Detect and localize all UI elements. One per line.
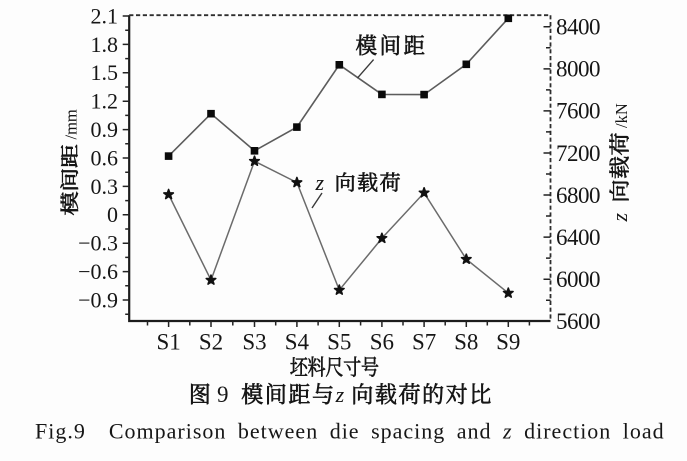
svg-text:7200: 7200 <box>556 141 600 166</box>
svg-text:9: 9 <box>217 382 229 407</box>
svg-text:6400: 6400 <box>556 225 600 250</box>
svg-text:/kN: /kN <box>612 103 631 128</box>
svg-text:/mm: /mm <box>62 109 81 139</box>
svg-text:S6: S6 <box>370 330 394 355</box>
svg-text:z: z <box>607 213 632 223</box>
svg-text:8000: 8000 <box>556 57 600 82</box>
svg-text:S3: S3 <box>242 330 266 355</box>
svg-text:7600: 7600 <box>556 99 600 124</box>
svg-text:−0.3: −0.3 <box>78 231 118 256</box>
svg-text:Fig.9 Comparison between die: Fig.9 Comparison between die spacing and… <box>35 419 665 444</box>
svg-text:0.3: 0.3 <box>91 174 119 199</box>
svg-text:S7: S7 <box>412 330 436 355</box>
svg-text:0.6: 0.6 <box>91 145 119 170</box>
svg-text:S1: S1 <box>156 330 180 355</box>
svg-text:−0.6: −0.6 <box>78 259 118 284</box>
svg-text:6000: 6000 <box>556 267 600 292</box>
svg-text:S2: S2 <box>199 330 223 355</box>
svg-text:2.1: 2.1 <box>91 3 119 28</box>
svg-text:S8: S8 <box>454 330 478 355</box>
svg-text:8400: 8400 <box>556 15 600 40</box>
svg-text:z: z <box>335 382 345 407</box>
svg-text:1.2: 1.2 <box>91 89 119 114</box>
svg-text:S4: S4 <box>285 330 310 355</box>
svg-text:1.8: 1.8 <box>91 32 119 57</box>
svg-text:0: 0 <box>107 202 118 227</box>
svg-text:S9: S9 <box>496 330 520 355</box>
svg-text:z: z <box>315 170 325 195</box>
svg-text:S5: S5 <box>327 330 351 355</box>
svg-text:1.5: 1.5 <box>91 60 119 85</box>
svg-text:−0.9: −0.9 <box>78 287 118 312</box>
svg-text:5600: 5600 <box>556 309 600 334</box>
svg-text:6800: 6800 <box>556 183 600 208</box>
svg-text:0.9: 0.9 <box>91 117 119 142</box>
